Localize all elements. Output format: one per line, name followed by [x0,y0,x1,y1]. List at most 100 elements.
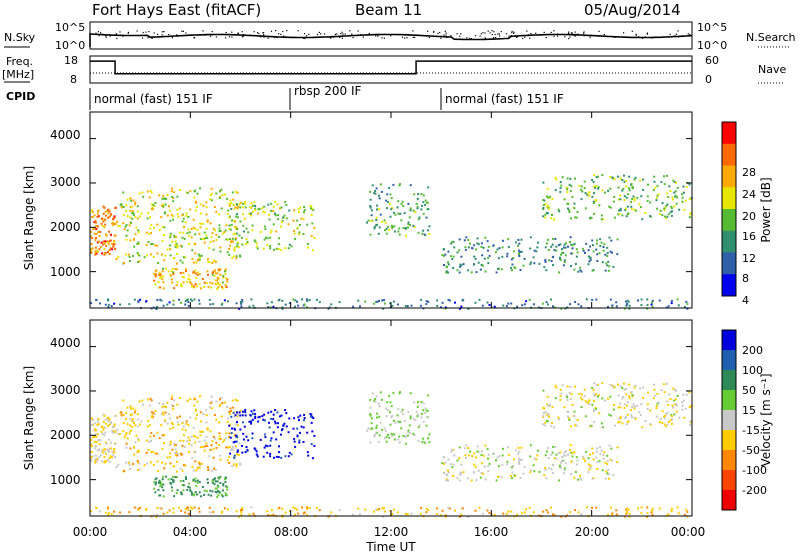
power-point [667,305,670,308]
velocity-point [598,460,601,463]
power-point [185,270,187,272]
nsky-point [522,37,524,40]
power-point [196,205,198,208]
velocity-point [419,512,422,515]
nsky-point [263,36,265,38]
velocity-colorbar-swatch [722,470,736,491]
velocity-point [375,432,377,435]
power-point [676,298,679,301]
velocity-point [670,422,673,425]
velocity-point [111,450,114,453]
power-point [602,246,605,248]
power-point [109,247,112,250]
velocity-point [425,424,428,427]
velocity-point [601,397,604,400]
velocity-point [663,415,666,418]
velocity-point [300,425,303,428]
velocity-point [131,425,134,428]
power-point [192,270,195,273]
power-point [214,282,217,285]
velocity-point [573,410,576,413]
power-point [128,224,131,227]
power-point [106,240,109,243]
power-point [101,243,104,246]
velocity-point [467,515,470,518]
velocity-point [151,450,154,453]
velocity-point [387,409,390,411]
velocity-point [136,418,139,421]
velocity-point [198,481,201,484]
power-point [512,257,515,259]
velocity-point [528,506,531,509]
power-point [261,207,264,210]
velocity-point [221,402,224,404]
velocity-point [235,440,238,443]
power-point [221,194,224,196]
velocity-point [444,515,447,518]
velocity-point [552,463,555,466]
velocity-point [651,507,654,510]
power-point [153,226,155,229]
power-point [156,223,159,226]
velocity-point [136,460,139,462]
velocity-point [452,448,455,451]
nsky-point [535,32,537,34]
velocity-point [633,416,636,419]
velocity-point [482,454,485,457]
power-point [606,255,609,257]
power-point [233,207,236,210]
power-point [228,204,231,207]
velocity-point [104,448,107,451]
velocity-point [428,433,431,436]
power-point [235,302,238,305]
power-point [150,232,153,234]
velocity-point [510,510,513,513]
power-point [452,255,455,258]
power-point [96,241,99,244]
power-point [190,283,193,286]
power-point [226,278,229,281]
velocity-point [208,506,211,509]
power-point [150,224,153,226]
power-point [262,210,265,213]
nsky-point [494,33,496,36]
velocity-point [215,491,218,494]
power-point [293,209,296,212]
power-point [604,191,606,194]
velocity-point [228,412,231,415]
power-point [138,192,141,195]
power-point [602,218,605,221]
velocity-point [552,445,555,448]
velocity-point [93,422,96,425]
nsky-point [646,32,648,34]
nsky-point [583,32,585,34]
nsky-point [215,36,217,38]
velocity-point [518,463,521,465]
velocity-point [181,422,184,425]
velocity-point [171,395,174,398]
power-point [628,307,631,310]
power-point [625,215,628,218]
velocity-point [634,384,637,387]
velocity-point [123,469,126,472]
power-point [281,220,284,222]
power-point [172,200,175,203]
velocity-point [604,461,607,464]
velocity-point [280,414,283,417]
power-point [103,226,106,229]
power-point [618,212,621,215]
power-point [595,248,598,251]
power-point [544,203,547,206]
velocity-point [109,455,112,458]
power-point [551,243,554,246]
power-point [486,301,489,304]
power-point [383,302,386,305]
velocity-point [266,445,269,448]
power-point [589,258,592,261]
power-point [519,251,522,253]
power-point [447,261,449,264]
power-point [591,179,594,181]
velocity-point [236,436,239,439]
velocity-point [596,383,599,386]
velocity-point [97,423,100,426]
